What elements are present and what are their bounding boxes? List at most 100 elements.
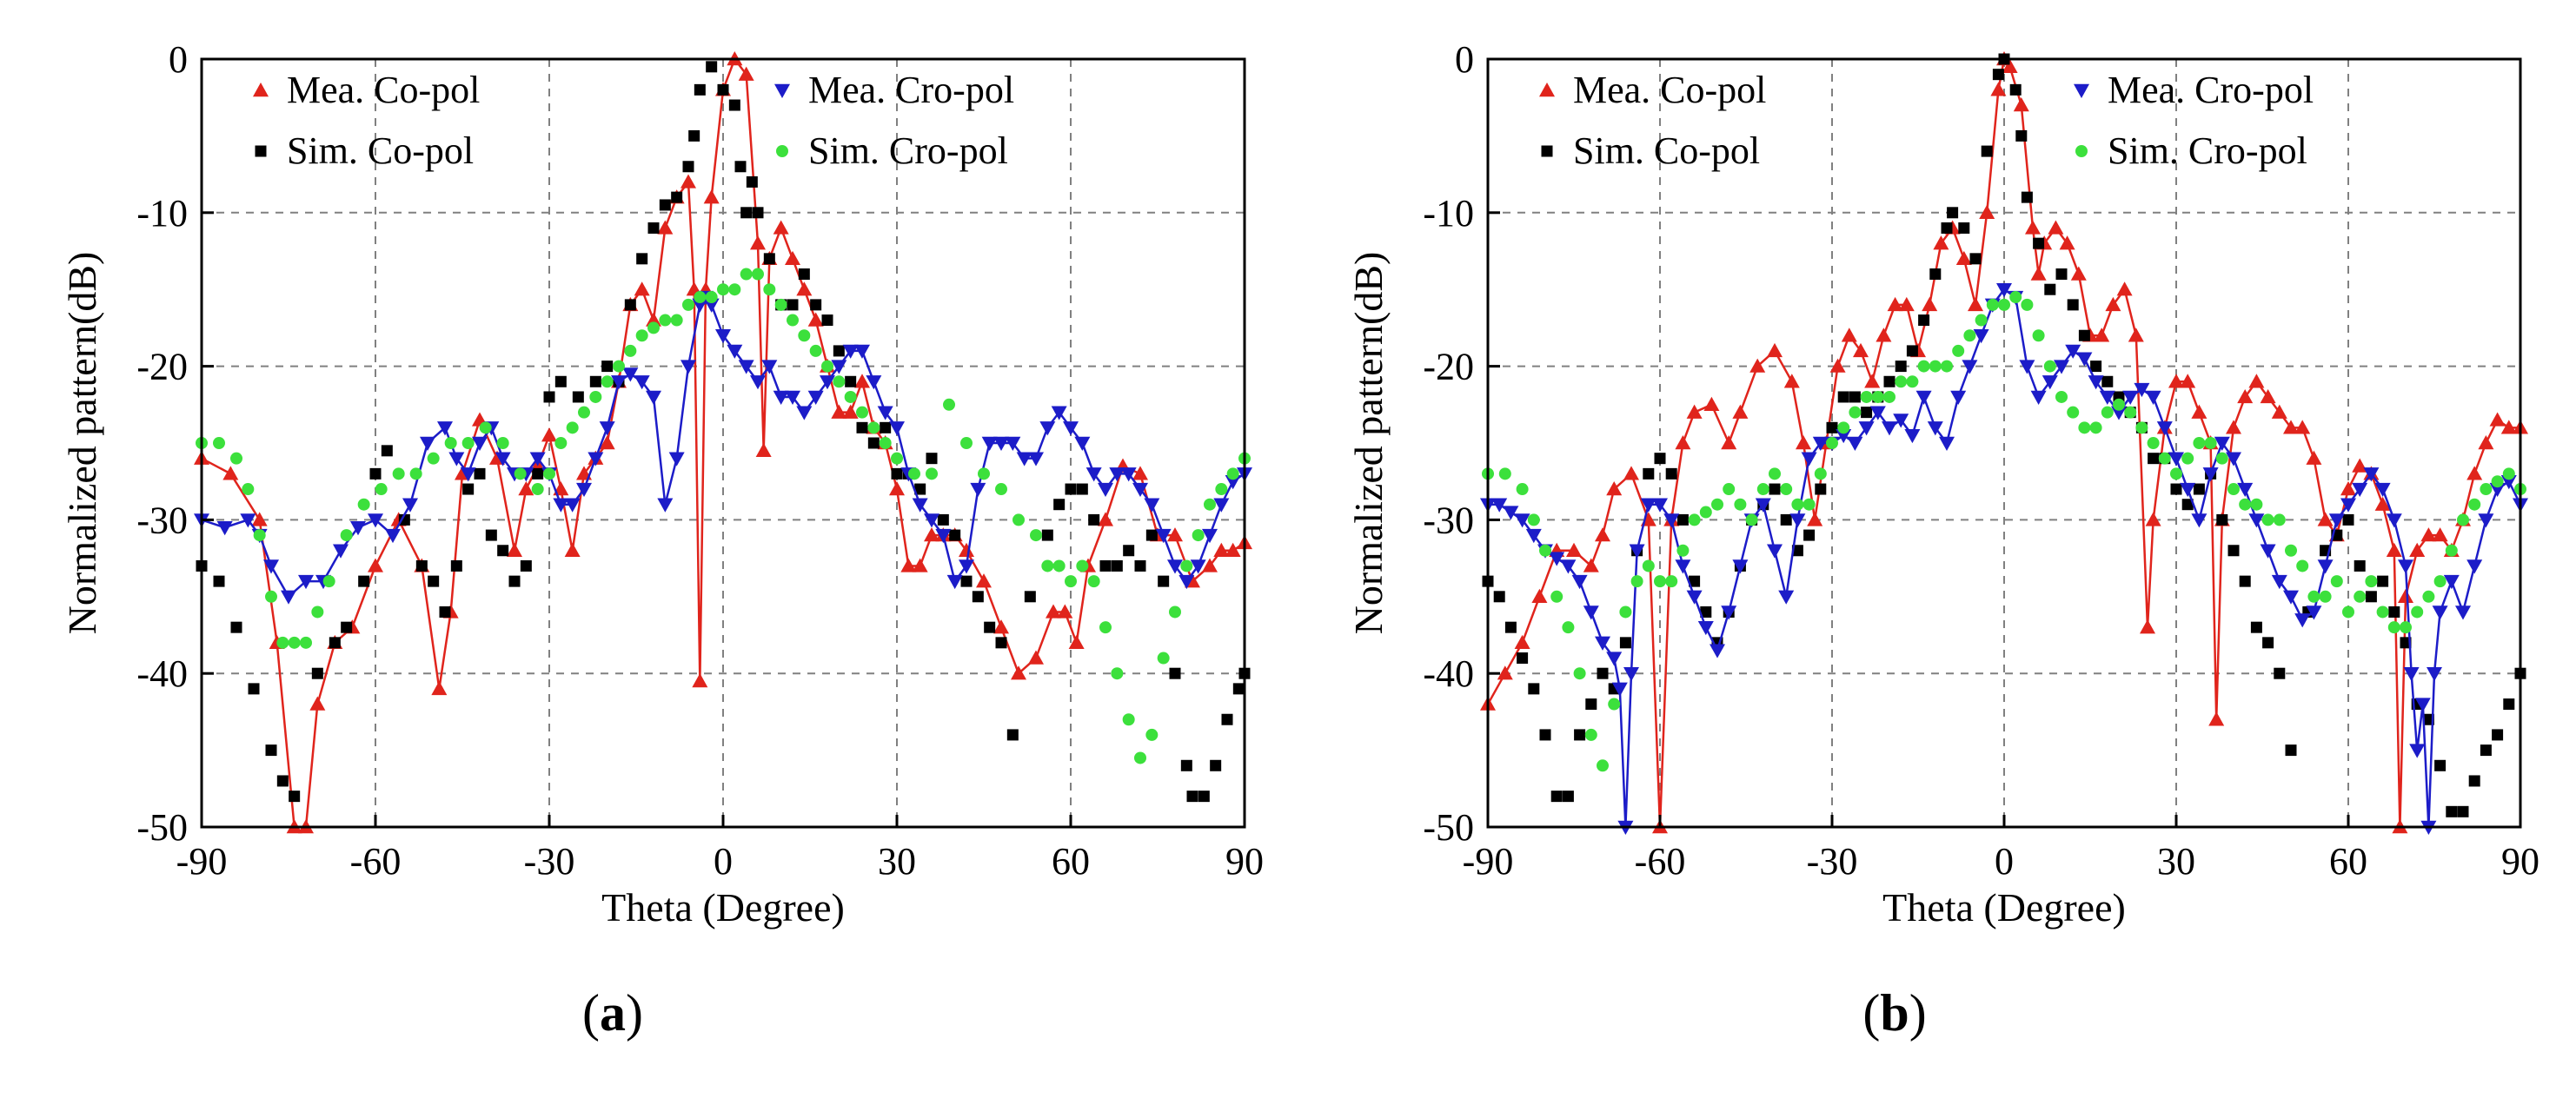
panel-caption: (b) (1862, 984, 1926, 1042)
data-point (1099, 559, 1112, 572)
data-point (2002, 58, 2018, 74)
data-point (2013, 97, 2029, 112)
data-point (1958, 222, 1970, 234)
data-point (937, 513, 949, 526)
data-point (810, 299, 822, 311)
data-point (2078, 329, 2090, 341)
data-point (1190, 559, 1206, 574)
data-point (1226, 467, 1239, 480)
data-point (265, 590, 277, 603)
data-point (2101, 406, 2114, 419)
data-point (1665, 467, 1677, 480)
data-point (2015, 129, 2028, 142)
data-point (727, 344, 743, 359)
data-point (564, 542, 581, 557)
data-point (496, 437, 509, 449)
data-point (213, 437, 225, 449)
data-point (796, 406, 813, 420)
legend-marker (1539, 83, 1555, 97)
data-point (755, 442, 772, 458)
data-point (2285, 544, 2297, 557)
data-point (1167, 559, 1183, 574)
data-point (281, 590, 296, 605)
data-point (622, 367, 639, 382)
data-point (2480, 744, 2492, 757)
y-tick-label: -40 (1423, 652, 1474, 695)
data-point (2374, 482, 2391, 498)
data-point (2019, 360, 2035, 374)
data-point (703, 189, 720, 204)
data-point (495, 452, 511, 466)
data-point (1619, 637, 1631, 649)
data-point (599, 435, 615, 450)
data-point (1099, 621, 1112, 634)
data-point (647, 321, 660, 334)
data-point (682, 161, 694, 173)
data-point (1783, 374, 1800, 388)
data-point (993, 619, 1009, 634)
data-point (1780, 513, 1792, 526)
data-point (2398, 559, 2413, 574)
data-point (300, 636, 312, 649)
data-point (1807, 512, 1823, 526)
data-point (854, 344, 870, 359)
data-point (2354, 590, 2367, 603)
data-point (2261, 513, 2274, 526)
data-point (2478, 435, 2494, 450)
data-point (2145, 390, 2161, 405)
data-point (613, 360, 625, 373)
data-point (460, 467, 476, 482)
legend-entry: Sim. Cro-pol (2075, 129, 2307, 172)
data-point (1057, 604, 1073, 619)
data-point (1861, 407, 1873, 419)
data-point (970, 482, 986, 498)
data-point (2387, 621, 2400, 634)
x-tick-label: -90 (1463, 840, 1514, 883)
data-point (1169, 605, 1181, 619)
data-point (409, 467, 422, 480)
data-point (2215, 452, 2228, 465)
legend-label: Sim. Co-pol (287, 129, 474, 172)
data-point (889, 481, 905, 496)
data-point (2262, 637, 2274, 649)
data-point (553, 498, 569, 513)
data-point (1030, 529, 1042, 542)
data-point (820, 375, 835, 390)
data-point (1906, 375, 1919, 388)
data-point (912, 498, 928, 513)
data-point (1539, 729, 1551, 741)
data-point (889, 421, 905, 436)
data-point (1711, 498, 1723, 511)
data-point (2468, 498, 2481, 511)
y-tick-label: -50 (1423, 806, 1474, 849)
data-point (717, 83, 729, 96)
data-point (2411, 605, 2424, 619)
data-point (1132, 466, 1148, 480)
legend-label: Mea. Cro-pol (808, 69, 1014, 111)
data-point (2422, 590, 2435, 603)
data-point (750, 235, 766, 250)
data-point (333, 544, 349, 559)
data-point (1192, 529, 1205, 542)
data-point (2067, 299, 2079, 311)
data-point (807, 390, 824, 405)
data-point (2352, 458, 2368, 473)
data-point (1630, 575, 1643, 588)
data-point (1516, 483, 1529, 496)
data-point (1710, 644, 1725, 658)
data-point (1528, 683, 1540, 695)
x-tick-label: 0 (1995, 840, 2014, 883)
data-point (2491, 475, 2504, 488)
data-point (1063, 421, 1079, 436)
data-point (2294, 420, 2311, 434)
data-point (2009, 83, 2022, 96)
data-point (912, 558, 928, 572)
data-point (2273, 513, 2286, 526)
data-point (1041, 559, 1054, 572)
data-point (682, 298, 694, 311)
data-point (1611, 682, 1628, 697)
data-point (1968, 296, 1983, 312)
data-point (924, 527, 939, 542)
data-point (798, 329, 811, 342)
data-point (2076, 352, 2093, 367)
